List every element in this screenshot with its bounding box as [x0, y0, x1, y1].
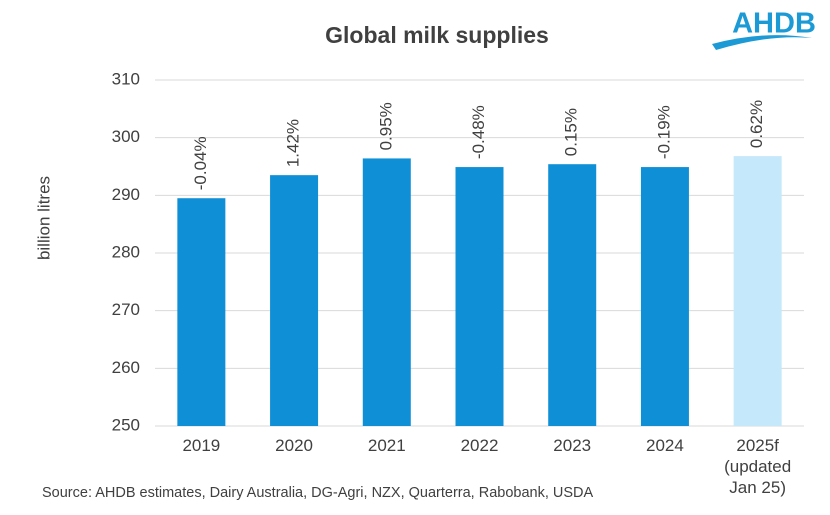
x-tick-label: 2024	[646, 436, 684, 455]
bar-annotation: 0.62%	[747, 100, 766, 148]
bar-annotation: -0.04%	[191, 136, 210, 190]
y-tick-label: 310	[112, 69, 140, 88]
x-tick-label: 2023	[553, 436, 591, 455]
y-tick-label: 280	[112, 242, 140, 261]
x-tick-label: 2022	[461, 436, 499, 455]
y-tick-label: 260	[112, 358, 140, 377]
bar	[548, 164, 597, 426]
bar-annotation: 0.95%	[376, 102, 395, 150]
y-tick-label: 290	[112, 185, 140, 204]
chart-title: Global milk supplies	[325, 22, 549, 48]
y-tick-label: 270	[112, 300, 140, 319]
logo: AHDB	[712, 8, 816, 50]
x-tick-label: 2025f (updated Jan 25)	[724, 436, 791, 497]
bar	[455, 167, 504, 426]
bar	[270, 175, 319, 426]
y-tick-label: 300	[112, 127, 140, 146]
logo-swoosh	[712, 35, 812, 50]
bar	[640, 167, 689, 426]
bar-annotation: -0.19%	[654, 105, 673, 159]
x-tick-label: 2021	[368, 436, 406, 455]
bar	[733, 156, 782, 426]
source-note: Source: AHDB estimates, Dairy Australia,…	[42, 485, 594, 501]
logo-text: AHDB	[732, 8, 816, 40]
bar-annotation: 0.15%	[562, 108, 581, 156]
y-tick-label: 250	[112, 415, 140, 434]
bar	[362, 158, 411, 426]
bar	[177, 198, 226, 426]
bar-annotation: 1.42%	[284, 119, 303, 167]
y-axis-label: billion litres	[34, 176, 53, 260]
bar-annotation: -0.48%	[469, 105, 488, 159]
x-tick-label: 2019	[182, 436, 220, 455]
x-tick-label: 2020	[275, 436, 313, 455]
